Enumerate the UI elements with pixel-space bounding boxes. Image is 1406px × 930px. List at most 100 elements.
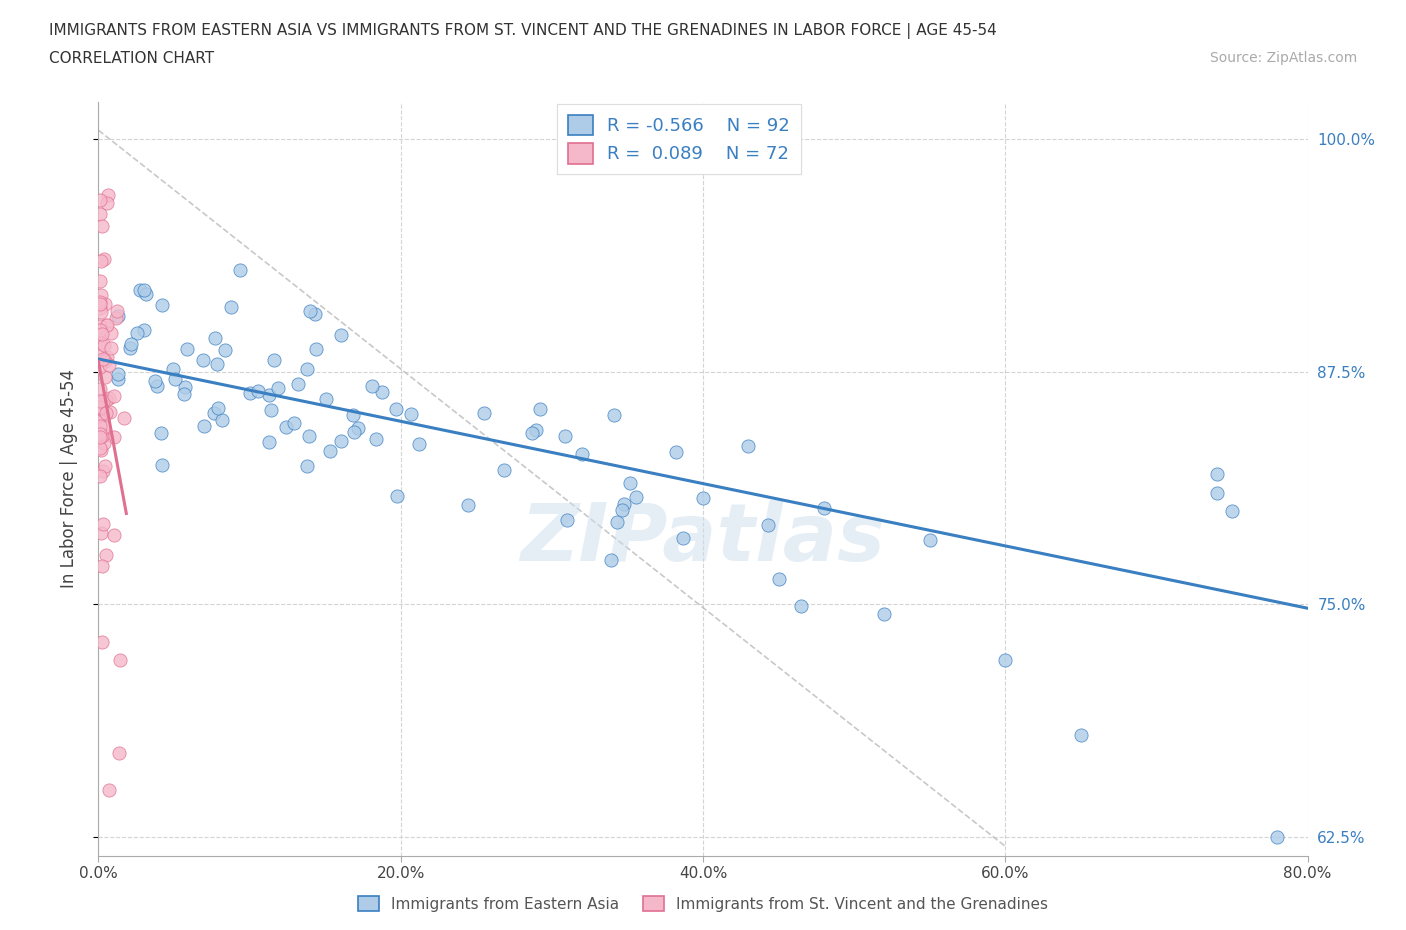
Point <box>89 399 111 414</box>
Point <box>89 296 111 311</box>
Point <box>813 500 835 515</box>
Point <box>342 424 364 439</box>
Point <box>89 335 111 350</box>
Text: IMMIGRANTS FROM EASTERN ASIA VS IMMIGRANTS FROM ST. VINCENT AND THE GRENADINES I: IMMIGRANTS FROM EASTERN ASIA VS IMMIGRAN… <box>49 23 997 39</box>
Text: ZIPatlas: ZIPatlas <box>520 500 886 578</box>
Text: CORRELATION CHART: CORRELATION CHART <box>49 51 214 66</box>
Point <box>89 206 111 221</box>
Point <box>112 410 135 425</box>
Point <box>125 326 148 340</box>
Point <box>360 379 382 393</box>
Point <box>100 326 122 340</box>
Point <box>173 387 195 402</box>
Point <box>619 475 641 490</box>
Point <box>91 634 114 649</box>
Point <box>89 419 111 434</box>
Point <box>330 433 353 448</box>
Point <box>96 317 118 332</box>
Point <box>98 358 121 373</box>
Point <box>163 371 186 386</box>
Point <box>89 326 111 341</box>
Point <box>329 327 352 342</box>
Point <box>96 317 118 332</box>
Point <box>91 393 114 408</box>
Point <box>89 427 111 442</box>
Point <box>103 430 125 445</box>
Point <box>371 385 394 400</box>
Point <box>1220 504 1243 519</box>
Point <box>150 297 173 312</box>
Point <box>554 429 576 444</box>
Point <box>107 371 129 386</box>
Point <box>207 401 229 416</box>
Point <box>107 309 129 324</box>
Point <box>93 369 115 384</box>
Point <box>93 251 115 266</box>
Legend: R = -0.566    N = 92, R =  0.089    N = 72: R = -0.566 N = 92, R = 0.089 N = 72 <box>557 104 801 175</box>
Point <box>162 361 184 376</box>
Point <box>91 517 114 532</box>
Point <box>98 405 121 419</box>
Point <box>176 341 198 356</box>
Point <box>89 469 111 484</box>
Point <box>94 405 117 420</box>
Point <box>457 498 479 512</box>
Point <box>105 311 128 325</box>
Point <box>191 352 214 367</box>
Point <box>571 446 593 461</box>
Point <box>204 330 226 345</box>
Point <box>90 559 112 574</box>
Point <box>132 283 155 298</box>
Point <box>91 352 114 366</box>
Point <box>90 443 112 458</box>
Point <box>93 419 115 434</box>
Point <box>1267 830 1289 844</box>
Point <box>94 297 117 312</box>
Point <box>624 489 647 504</box>
Point <box>135 286 157 301</box>
Point <box>472 405 495 420</box>
Point <box>97 783 120 798</box>
Point <box>89 295 111 310</box>
Point <box>287 377 309 392</box>
Point <box>664 445 686 459</box>
Point <box>91 219 114 233</box>
Point <box>90 407 112 422</box>
Point <box>555 513 578 528</box>
Point <box>89 300 111 315</box>
Point <box>90 525 112 540</box>
Point <box>520 426 543 441</box>
Point <box>994 653 1017 668</box>
Point <box>91 429 114 444</box>
Point <box>89 441 111 456</box>
Point <box>239 386 262 401</box>
Point <box>399 406 422 421</box>
Point <box>90 253 112 268</box>
Point <box>756 517 779 532</box>
Point <box>149 426 172 441</box>
Point <box>385 488 408 503</box>
Point <box>304 307 326 322</box>
Point <box>1206 485 1229 500</box>
Point <box>97 391 120 405</box>
Point <box>89 401 111 416</box>
Point <box>143 373 166 388</box>
Point <box>606 514 628 529</box>
Point <box>298 429 321 444</box>
Point <box>524 423 547 438</box>
Legend: Immigrants from Eastern Asia, Immigrants from St. Vincent and the Grenadines: Immigrants from Eastern Asia, Immigrants… <box>352 889 1054 918</box>
Point <box>229 263 252 278</box>
Point <box>89 401 111 416</box>
Point <box>1206 467 1229 482</box>
Point <box>211 412 233 427</box>
Point <box>89 336 111 351</box>
Point <box>246 383 269 398</box>
Text: Source: ZipAtlas.com: Source: ZipAtlas.com <box>1209 51 1357 65</box>
Point <box>257 387 280 402</box>
Point <box>873 607 896 622</box>
Point <box>263 352 285 367</box>
Point <box>1070 727 1092 742</box>
Point <box>315 392 337 406</box>
Point <box>260 403 283 418</box>
Point <box>107 366 129 381</box>
